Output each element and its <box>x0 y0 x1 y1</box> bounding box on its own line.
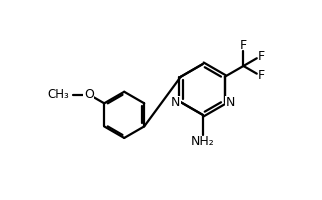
Text: F: F <box>240 39 247 52</box>
Text: O: O <box>84 88 94 101</box>
Text: F: F <box>258 50 265 63</box>
Text: N: N <box>171 96 180 109</box>
Text: N: N <box>225 96 235 109</box>
Text: NH₂: NH₂ <box>191 135 215 148</box>
Text: F: F <box>258 69 265 82</box>
Text: CH₃: CH₃ <box>48 88 70 101</box>
